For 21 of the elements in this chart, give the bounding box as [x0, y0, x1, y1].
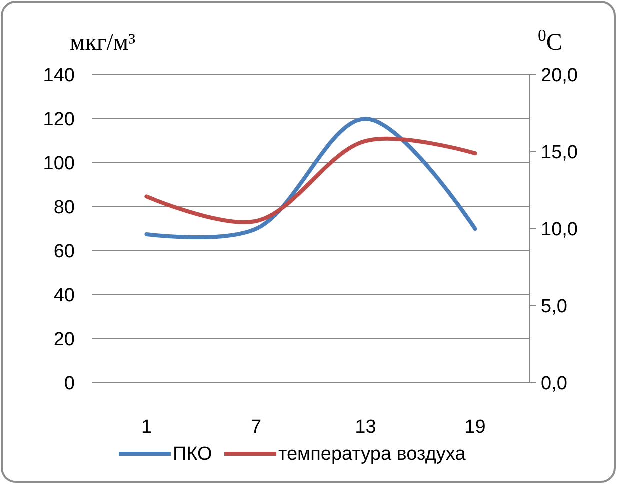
y2-tick-label: 5,0: [541, 296, 568, 318]
y-tick-label: 140: [43, 66, 75, 87]
y-tick-label: 120: [43, 110, 75, 131]
y2-tick-label: 10,0: [541, 220, 578, 241]
legend-label: температура воздуха: [278, 444, 466, 465]
legend-label: ПКО: [173, 444, 212, 465]
x-tick-label: 13: [355, 417, 376, 438]
y-tick-label: 100: [43, 154, 75, 175]
y-tick-label: 20: [54, 330, 75, 351]
x-tick-label: 7: [250, 417, 262, 438]
y2-tick-label: 0,0: [541, 374, 568, 395]
y-tick-label: 40: [54, 286, 75, 307]
y2-tick-label: 15,0: [541, 142, 578, 164]
x-tick-label: 1: [141, 417, 152, 438]
y-tick-label: 60: [54, 242, 75, 263]
y-tick-label: 0: [64, 374, 75, 395]
y2-tick-label: 20,0: [541, 66, 578, 87]
x-tick-label: 19: [464, 417, 486, 438]
y-tick-label: 80: [54, 198, 75, 219]
y-axis-title: мкг/м³: [70, 30, 136, 56]
y2-axis-title: $^{0}$C: [538, 26, 562, 56]
